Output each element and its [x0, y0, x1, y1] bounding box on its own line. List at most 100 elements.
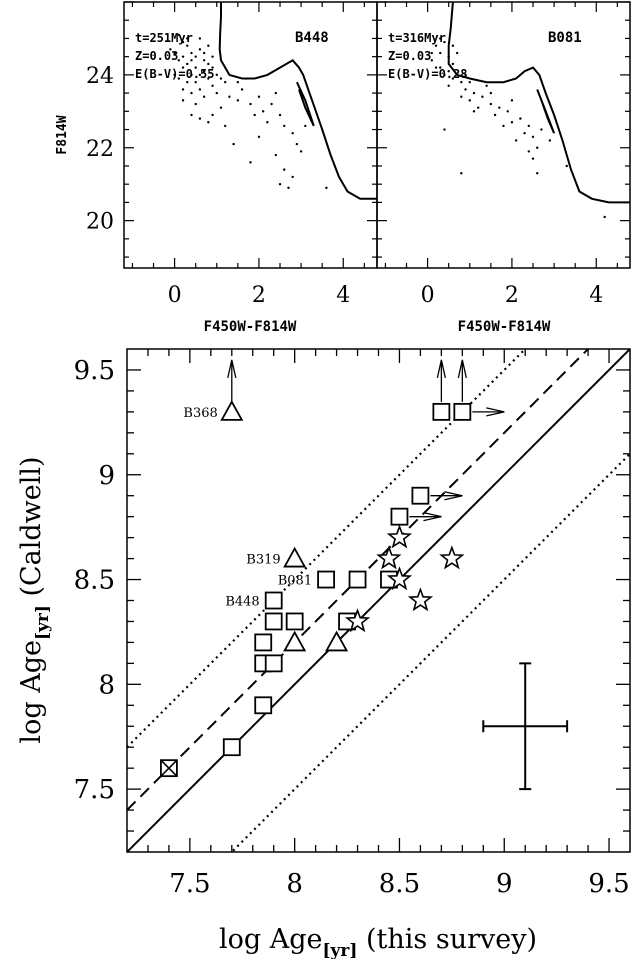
cmd-b081-star-point: [514, 139, 518, 142]
data-point-star: [439, 545, 465, 570]
cmd-b081-star-point: [485, 84, 488, 88]
cmd-b448-star-point: [207, 121, 210, 124]
cmd-b448-star-point: [181, 55, 185, 58]
cmd-b448-star-point: [207, 44, 210, 47]
data-point-star: [344, 608, 371, 633]
cluster-label-b368: B368: [183, 406, 217, 421]
cmd-b081-isochrone-branch: [536, 89, 556, 134]
data-point-square: [317, 570, 336, 589]
data-point-square: [264, 612, 283, 631]
cmd-b081-star-point: [447, 84, 450, 88]
cmd-b448-star-point: [181, 40, 185, 44]
cmd-b081-star-point: [451, 44, 455, 47]
data-point-triangle: [283, 546, 307, 568]
cmd-b448-ytick-label: 20: [86, 210, 114, 235]
data-point-triangle: [325, 630, 349, 652]
cmd-b081-star-point: [481, 95, 484, 98]
cmd-b448-isochrone-branch: [295, 81, 315, 127]
age-ytick-label: 8: [98, 670, 115, 700]
cmd-b081-star-point: [498, 106, 501, 109]
cmd-b081-xtick-label: 0: [421, 283, 435, 308]
upper-limit-arrowhead: [436, 359, 447, 379]
cmd-b448-star-point: [295, 142, 299, 146]
cmd-b081-star-point: [451, 77, 455, 80]
cmd-b448-star-point: [253, 113, 256, 117]
cmd-b448-star-point: [215, 73, 218, 77]
cmd-b081-star-point: [439, 37, 442, 40]
cmd-b448-star-point: [224, 124, 227, 128]
age-xtick-label: 8: [286, 869, 303, 899]
cmd-b448-star-point: [169, 48, 172, 51]
crossed-square-x: [160, 759, 178, 777]
reference-line-dashed: [127, 349, 590, 811]
data-point-square: [348, 570, 367, 589]
cmd-b448-star-point: [299, 150, 303, 153]
cmd-b448-ylabel: F814W: [55, 115, 70, 154]
cmd-b081-xlabel: F450W-F814W: [458, 319, 551, 335]
cmd-b081-star-point: [489, 102, 493, 106]
cmd-b448-star-point: [173, 73, 176, 77]
cmd-b448-star-point: [211, 66, 214, 69]
cmd-b081-star-point: [536, 172, 539, 175]
cluster-label-b081: B081: [278, 574, 312, 589]
data-point-triangle: [283, 630, 307, 652]
cmd-b448-star-point: [270, 102, 273, 106]
cmd-b448-star-point: [181, 66, 185, 69]
cmd-b081-xtick-label: 2: [505, 283, 519, 308]
cmd-b448-star-point: [249, 102, 252, 106]
cmd-b081-star-point: [434, 66, 438, 69]
cmd-b448-star-point: [202, 59, 206, 62]
cmd-b448-star-point: [186, 44, 189, 47]
cmd-b448-star-point: [240, 88, 244, 91]
cmd-b448-ytick-label: 24: [86, 64, 114, 89]
cmd-b448-star-point: [245, 77, 248, 80]
data-point-square: [411, 486, 430, 505]
cmd-b448-star-point: [198, 88, 202, 91]
cmd-b081-star-point: [493, 113, 497, 117]
cmd-b448-star-point: [202, 70, 206, 73]
cmd-b448-star-point: [219, 77, 223, 80]
cmd-b448-star-point: [211, 113, 214, 117]
cmd-b081-star-point: [540, 128, 543, 131]
cmd-b081-star-point: [510, 99, 514, 102]
cmd-b081-star-point: [443, 40, 446, 44]
cmd-b448-star-point: [198, 117, 202, 120]
age-xtick-label: 9: [496, 869, 513, 899]
cmd-b448-title: B448: [295, 30, 329, 46]
cmd-b081-star-point: [464, 73, 467, 77]
cmd-b448-star-point: [177, 77, 181, 80]
cmd-b448-star-point: [194, 66, 197, 69]
cmd-b448-star-point: [194, 80, 197, 84]
cmd-b448-star-point: [236, 80, 240, 84]
cmd-b081-star-point: [443, 128, 446, 131]
cmd-b448-star-point: [190, 59, 193, 62]
age-xtick-label: 9.5: [588, 869, 629, 899]
cmd-b081-star-point: [502, 124, 505, 128]
cmd-b081-annotation-age: t=316Myr: [388, 31, 446, 45]
cmd-b448-star-point: [202, 51, 206, 55]
cmd-b448-star-point: [186, 62, 189, 66]
cmd-b448-star-point: [266, 121, 269, 124]
cmd-b081-annotation-z: Z=0.03: [388, 49, 431, 63]
cmd-b081-title: B081: [548, 30, 582, 46]
upper-limit-arrowhead: [227, 359, 237, 379]
data-point-triangle: [220, 400, 244, 421]
cmd-b081-star-point: [510, 121, 514, 124]
reference-line-solid: [127, 349, 630, 852]
cmd-b448-star-point: [202, 95, 206, 98]
cmd-b448-star-point: [224, 80, 227, 84]
cmd-b081-star-point: [464, 88, 467, 91]
cmd-b081-star-point: [455, 51, 459, 55]
cmd-b081-star-point: [477, 106, 480, 109]
data-point-star: [386, 524, 413, 549]
limit-arrowhead-right: [444, 491, 463, 501]
cmd-b448-star-point: [186, 37, 189, 40]
cmd-b448-star-point: [190, 73, 193, 77]
cmd-b448-star-point: [194, 102, 197, 106]
cmd-b081-star-point: [447, 55, 450, 58]
data-point-square: [222, 738, 241, 757]
cmd-b081-star-point: [439, 51, 442, 55]
data-point-square: [264, 654, 283, 673]
cmd-b448-star-point: [190, 91, 193, 95]
